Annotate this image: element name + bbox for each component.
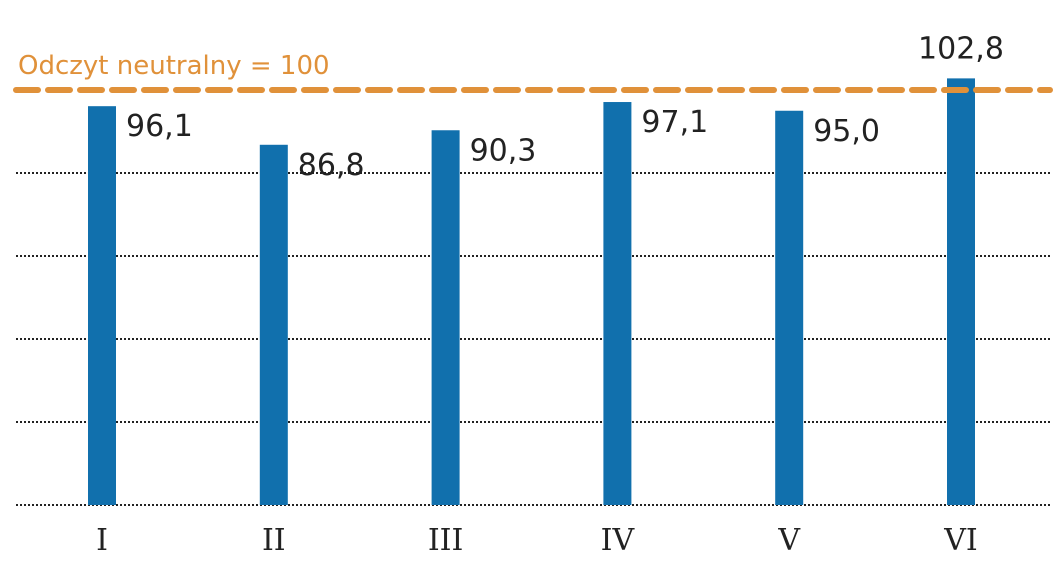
- data-label: 102,8: [918, 31, 1004, 66]
- reference-line-label: Odczyt neutralny = 100: [18, 51, 330, 81]
- x-tick-label: II: [262, 523, 286, 558]
- data-label: 90,3: [470, 133, 537, 168]
- bar: [603, 102, 632, 505]
- x-tick-label: III: [428, 523, 464, 558]
- x-tick-label: VI: [943, 523, 978, 558]
- reference-line-group: Odczyt neutralny = 100: [13, 51, 1053, 93]
- data-label: 86,8: [298, 148, 365, 183]
- bar: [775, 110, 804, 505]
- bar: [259, 144, 288, 505]
- data-label: 97,1: [641, 105, 708, 140]
- x-tick-label: V: [777, 523, 801, 558]
- x-axis-tick-labels: I II III IV V VI: [96, 523, 978, 558]
- bar: [88, 106, 116, 505]
- bars: [88, 78, 975, 505]
- bar: [947, 78, 975, 505]
- data-label: 95,0: [813, 114, 880, 149]
- x-tick-label: IV: [601, 523, 636, 558]
- bar: [431, 130, 460, 505]
- x-tick-label: I: [96, 523, 108, 558]
- data-label: 96,1: [126, 109, 193, 144]
- data-labels: 96,1 86,8 90,3 97,1 95,0 102,8: [126, 31, 1004, 182]
- gridlines: [16, 172, 1050, 506]
